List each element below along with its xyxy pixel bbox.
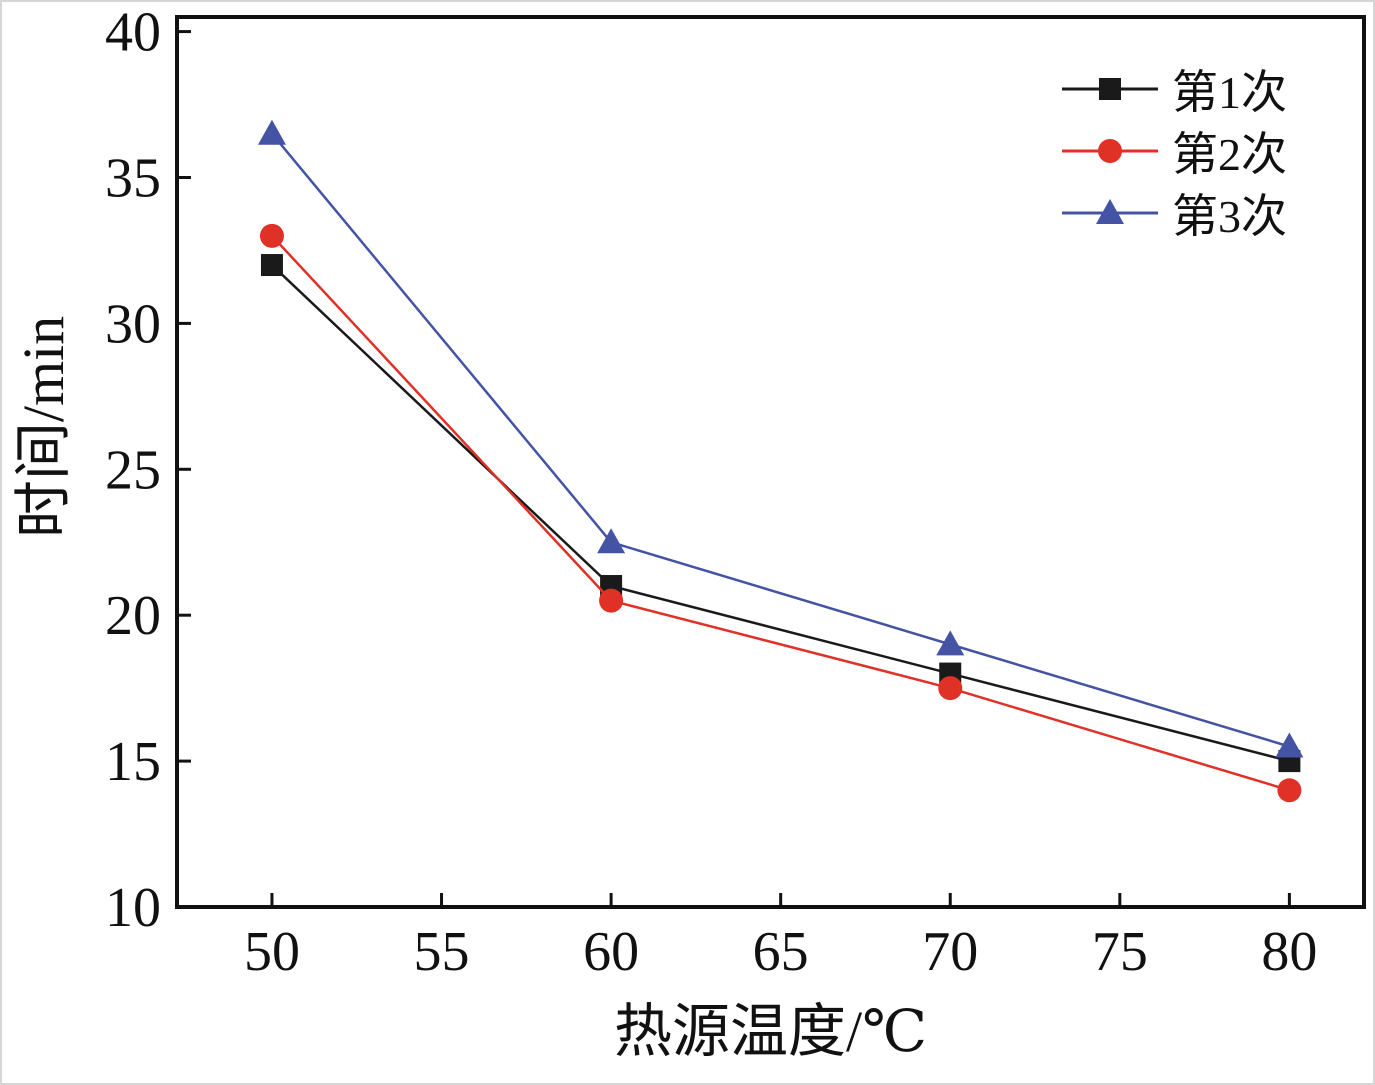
y-tick-label: 30	[105, 293, 161, 355]
axis-frame	[175, 15, 1366, 909]
legend-circle-glyph	[1098, 139, 1122, 163]
series-2-circle-marker	[1277, 778, 1302, 803]
y-tick-label: 20	[105, 585, 161, 647]
series-line-3	[270, 132, 1290, 748]
series-line-2	[271, 235, 1290, 792]
legend-marker-square-icon	[1062, 78, 1158, 100]
series-2-circle-marker	[259, 223, 284, 248]
legend-item-3: 第3次	[1060, 182, 1287, 244]
series-line-1	[271, 264, 1290, 763]
x-tick-label: 50	[244, 921, 300, 983]
legend-triangle-glyph	[1096, 199, 1124, 224]
legend-item-2: 第2次	[1060, 120, 1287, 182]
y-tick-label: 15	[105, 731, 161, 793]
legend-item-label: 第1次	[1172, 67, 1287, 118]
series-3-triangle-marker	[257, 119, 286, 145]
series-3-triangle-marker	[597, 528, 626, 554]
legend-marker-circle-icon	[1062, 139, 1158, 163]
legend: 第1次 第2次 第3次	[1060, 58, 1287, 244]
legend-item-1: 第1次	[1060, 58, 1287, 120]
legend-item-label: 第3次	[1172, 191, 1287, 242]
x-tick-label: 80	[1261, 921, 1317, 983]
y-axis-label: 时间/min	[11, 315, 76, 539]
series-1-square-marker	[260, 254, 283, 277]
y-tick-label: 35	[105, 147, 161, 209]
x-tick-label: 60	[583, 921, 639, 983]
x-tick-label: 70	[922, 921, 978, 983]
legend-item-label: 第2次	[1172, 129, 1287, 180]
series-3-triangle-marker	[1275, 732, 1304, 758]
x-axis-label: 热源温度/℃	[614, 999, 927, 1064]
x-tick-label: 75	[1092, 921, 1148, 983]
series-2-circle-marker	[938, 676, 963, 701]
legend-marker-triangle-icon	[1062, 199, 1158, 224]
y-tick-label: 40	[105, 2, 161, 64]
x-tick-label: 65	[753, 921, 809, 983]
x-tick-label: 55	[414, 921, 470, 983]
series-3-triangle-marker	[936, 630, 965, 656]
y-tick-label: 10	[105, 877, 161, 939]
series-2-circle-marker	[599, 588, 624, 613]
legend-square-glyph	[1099, 78, 1121, 100]
y-tick-label: 25	[105, 439, 161, 501]
